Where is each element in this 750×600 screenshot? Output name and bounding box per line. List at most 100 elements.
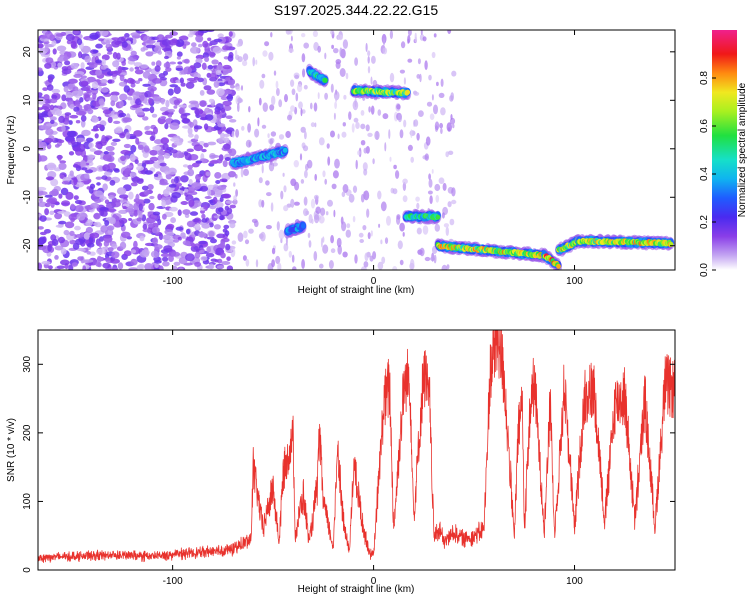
- faint-streak: [397, 114, 402, 123]
- noise-speckle: [215, 69, 222, 75]
- noise-speckle: [147, 211, 154, 215]
- noise-speckle: [107, 51, 113, 55]
- noise-speckle: [193, 62, 202, 69]
- faint-streak: [431, 169, 434, 174]
- faint-streak: [402, 178, 408, 185]
- noise-speckle: [56, 265, 65, 270]
- faint-streak: [429, 195, 433, 205]
- noise-speckle: [133, 209, 139, 217]
- faint-streak: [233, 182, 236, 187]
- noise-speckle: [38, 43, 44, 49]
- noise-speckle: [153, 126, 158, 135]
- noise-speckle: [182, 164, 189, 168]
- noise-speckle: [135, 98, 142, 106]
- noise-speckle: [145, 51, 154, 57]
- noise-speckle: [214, 259, 219, 263]
- noise-speckle: [174, 176, 179, 184]
- noise-speckle: [133, 62, 143, 67]
- noise-speckle: [86, 242, 95, 248]
- noise-speckle: [143, 189, 150, 196]
- faint-streak: [429, 113, 435, 120]
- noise-speckle: [138, 203, 143, 211]
- faint-streak: [317, 92, 320, 100]
- noise-speckle: [216, 233, 226, 239]
- noise-speckle: [99, 206, 109, 212]
- faint-streak: [252, 57, 255, 67]
- faint-streak: [264, 41, 270, 47]
- faint-streak: [443, 207, 447, 213]
- noise-speckle: [229, 204, 236, 209]
- noise-speckle: [173, 86, 181, 95]
- noise-speckle: [138, 78, 143, 82]
- noise-speckle: [111, 267, 119, 270]
- faint-streak: [420, 30, 423, 35]
- faint-streak: [231, 130, 235, 138]
- noise-speckle: [61, 180, 70, 185]
- colorbar: 0.0 0.2 0.4 0.6 0.8 Normalized spectral ampl…: [699, 30, 748, 277]
- spectrogram-x-ticks: -100 0 100: [163, 30, 583, 287]
- noise-speckle: [173, 140, 183, 146]
- noise-speckle: [225, 76, 230, 82]
- noise-speckle: [44, 208, 49, 216]
- noise-speckle: [173, 239, 179, 243]
- noise-speckle: [208, 263, 215, 270]
- noise-speckle: [176, 56, 181, 60]
- snr-y-tick-label: 100: [22, 493, 33, 510]
- snr-x-ticks: -100 0 100: [163, 330, 583, 587]
- noise-speckle: [187, 164, 193, 170]
- noise-speckle: [120, 155, 126, 162]
- noise-speckle: [225, 243, 231, 251]
- noise-speckle: [80, 80, 89, 87]
- noise-speckle: [139, 251, 150, 258]
- noise-speckle: [95, 123, 103, 129]
- noise-speckle: [224, 157, 231, 161]
- faint-streak: [278, 229, 285, 240]
- noise-speckle: [142, 83, 151, 87]
- noise-speckle: [38, 107, 44, 111]
- noise-speckle: [73, 106, 80, 112]
- noise-speckle: [63, 121, 70, 125]
- noise-speckle: [173, 99, 181, 106]
- faint-streak: [261, 199, 265, 208]
- noise-speckle: [134, 66, 140, 70]
- faint-streak: [255, 259, 259, 268]
- noise-speckle: [57, 211, 66, 214]
- noise-speckle: [89, 232, 100, 239]
- faint-streak: [407, 30, 412, 36]
- noise-speckle: [110, 100, 116, 107]
- noise-speckle: [119, 241, 127, 250]
- noise-speckle: [198, 240, 208, 245]
- noise-speckle: [119, 93, 128, 102]
- noise-speckle: [55, 224, 64, 228]
- noise-speckle: [43, 137, 54, 143]
- faint-streak: [234, 49, 238, 57]
- noise-speckle: [51, 88, 61, 94]
- faint-streak: [367, 50, 371, 57]
- noise-speckle: [96, 255, 102, 263]
- faint-streak: [332, 170, 339, 179]
- noise-speckle: [168, 39, 178, 46]
- faint-streak: [319, 263, 324, 269]
- noise-speckle: [180, 82, 186, 87]
- noise-speckle: [117, 262, 124, 270]
- faint-streak: [333, 112, 336, 120]
- noise-speckle: [170, 178, 176, 184]
- noise-speckle: [69, 114, 79, 119]
- noise-speckle: [81, 167, 88, 171]
- noise-speckle: [216, 117, 221, 125]
- faint-streak: [337, 133, 340, 140]
- noise-speckle: [134, 69, 144, 75]
- spectrogram-y-label: Frequency (Hz): [6, 116, 17, 185]
- faint-streak: [271, 259, 275, 268]
- colorbar-gradient: [712, 30, 737, 270]
- faint-streak: [399, 129, 404, 139]
- faint-streak: [431, 51, 436, 59]
- faint-streak: [244, 239, 250, 245]
- noise-speckle: [49, 98, 58, 104]
- noise-speckle: [209, 76, 218, 82]
- noise-speckle: [228, 171, 236, 178]
- noise-speckle: [44, 202, 51, 208]
- noise-speckle: [111, 37, 120, 41]
- noise-speckle: [107, 79, 113, 84]
- noise-speckle: [60, 259, 70, 266]
